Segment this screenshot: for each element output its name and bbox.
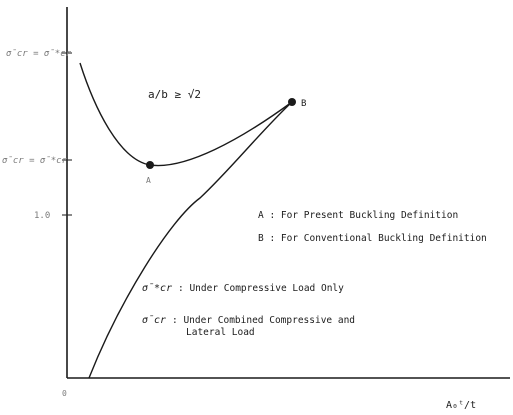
point-b-label: B bbox=[301, 99, 306, 109]
combined-load-curve bbox=[88, 101, 293, 379]
aspect-condition: a/b ≥ √2 bbox=[148, 88, 201, 101]
legend-a: A : For Present Buckling Definition bbox=[258, 210, 458, 221]
note-plain-symbol: σ̄cr bbox=[142, 315, 166, 326]
point-a-label: A bbox=[146, 176, 151, 185]
note-plain-text-1: : Under Combined Compressive and bbox=[172, 315, 355, 326]
y-label-low: 1.0 bbox=[34, 211, 50, 221]
compressive-only-curve bbox=[79, 62, 293, 167]
x-origin-label: 0 bbox=[62, 389, 67, 398]
point-b-marker bbox=[288, 98, 296, 106]
y-label-top: σ̄cr = σ̄*cr bbox=[6, 49, 72, 59]
note-star-text: : Under Compressive Load Only bbox=[178, 283, 344, 294]
legend-b: B : For Conventional Buckling Definition bbox=[258, 233, 487, 244]
note-star-symbol: σ̄*cr bbox=[142, 283, 172, 294]
point-a-marker bbox=[146, 161, 154, 169]
x-axis-label: A₀ᵗ/t bbox=[446, 400, 476, 411]
y-label-mid: σ̄cr = σ̄*cr bbox=[2, 156, 68, 166]
note-plain-text-2: Lateral Load bbox=[186, 327, 255, 338]
